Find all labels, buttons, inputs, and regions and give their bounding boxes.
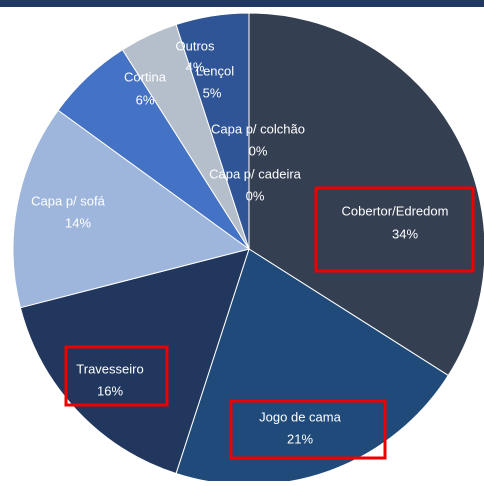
slice-value: 14%: [65, 215, 91, 230]
labels: Cobertor/Edredom 34% Jogo de cama 21% Traves…: [31, 38, 448, 446]
highlight-box: [229, 399, 387, 460]
slice-value: 4%: [186, 59, 205, 74]
slice-label: Capa p/ colchão: [211, 121, 305, 136]
highlight-box: [64, 345, 169, 407]
slice-value: 5%: [203, 85, 222, 100]
slice-label: Jogo de cama: [259, 409, 341, 424]
slice-value: 6%: [136, 92, 155, 107]
pie-slice: [19, 248, 250, 475]
top-bar: [0, 0, 484, 7]
slice-value: 21%: [287, 431, 313, 446]
slice-label: Outros: [175, 38, 215, 53]
pie-slice: [248, 12, 484, 377]
slice-label: Cobertor/Edredom: [342, 203, 449, 218]
highlight-box: [314, 186, 475, 273]
slice-label: Travesseiro: [76, 361, 143, 376]
slice-value: 16%: [97, 383, 123, 398]
pie: [12, 12, 484, 486]
pie-slice: [175, 12, 250, 250]
slice-value: 0%: [249, 143, 268, 158]
slice-label: Capa p/ sofá: [31, 193, 105, 208]
slice-label: Capa p/ cadeira: [209, 166, 302, 181]
slice-label: Lençol: [196, 63, 234, 78]
slice-value: 0%: [246, 188, 265, 203]
slice-value: 34%: [392, 226, 418, 241]
slice-label: Cortina: [124, 69, 167, 84]
pie-slice: [12, 109, 251, 309]
